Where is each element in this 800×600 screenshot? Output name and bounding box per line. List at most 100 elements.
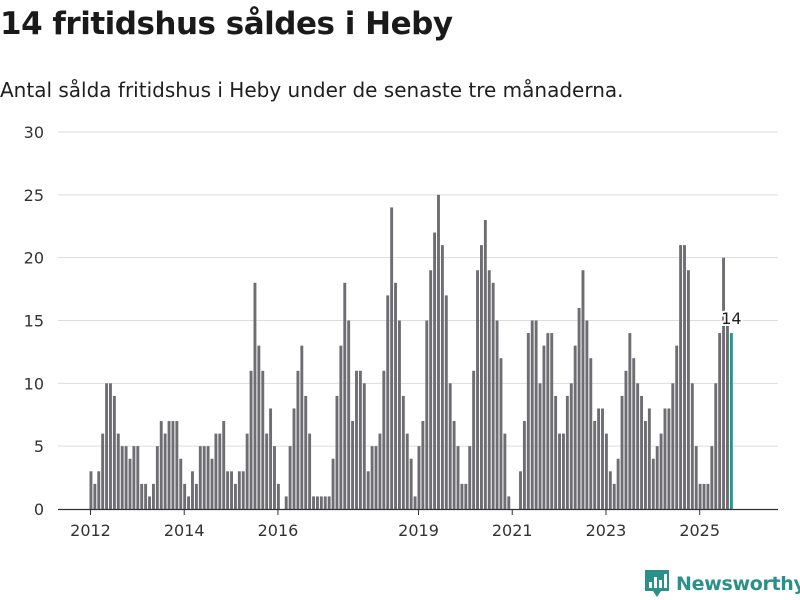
bar <box>554 395 558 509</box>
bar <box>444 295 448 509</box>
bar <box>409 458 413 509</box>
y-tick-label: 15 <box>24 312 44 331</box>
bar <box>284 496 288 509</box>
bar <box>136 446 140 509</box>
bar <box>565 395 569 509</box>
bar <box>632 358 636 509</box>
bar <box>714 383 718 509</box>
x-tick-label: 2025 <box>679 521 720 540</box>
x-tick-label: 2012 <box>70 521 111 540</box>
bar <box>339 345 343 509</box>
bar <box>230 471 233 509</box>
bar <box>468 446 472 509</box>
bar <box>573 345 577 509</box>
bar <box>534 320 538 509</box>
bar <box>487 270 491 509</box>
bar <box>577 307 581 509</box>
bar <box>405 433 409 509</box>
bar <box>296 370 300 509</box>
bars <box>89 194 733 509</box>
bar <box>132 446 136 509</box>
bar <box>214 433 218 509</box>
bar <box>120 446 124 509</box>
bar <box>722 257 726 509</box>
x-tick-label: 2023 <box>586 521 627 540</box>
bar <box>398 320 401 509</box>
bar <box>97 471 101 509</box>
bar <box>604 433 608 509</box>
bar <box>261 370 265 509</box>
bar <box>151 483 155 509</box>
bar <box>546 333 550 509</box>
bar <box>417 446 421 509</box>
bar <box>483 219 487 509</box>
bar <box>499 358 503 509</box>
bar <box>210 458 214 509</box>
bar <box>89 471 93 509</box>
x-tick-label: 2014 <box>164 521 205 540</box>
bar <box>401 395 405 509</box>
bar <box>710 446 714 509</box>
bar <box>647 408 651 509</box>
bar <box>148 496 151 509</box>
bar <box>476 270 479 509</box>
bar <box>491 282 495 509</box>
bar <box>265 433 269 509</box>
bar <box>679 245 683 509</box>
bar <box>394 282 397 509</box>
bar <box>222 421 226 509</box>
bar <box>198 446 202 509</box>
bar <box>608 471 612 509</box>
bar <box>558 433 561 509</box>
bar <box>667 408 671 509</box>
bar <box>183 483 187 509</box>
bar <box>245 433 249 509</box>
bar <box>464 483 468 509</box>
bar <box>241 471 245 509</box>
bar <box>140 483 144 509</box>
y-tick-label: 25 <box>24 186 44 205</box>
bar <box>382 370 386 509</box>
bar <box>690 383 694 509</box>
bar <box>663 408 667 509</box>
bar <box>694 446 698 509</box>
bar <box>347 320 351 509</box>
x-tick-label: 2021 <box>492 521 533 540</box>
bar <box>378 433 382 509</box>
bar <box>292 408 296 509</box>
bar <box>144 483 148 509</box>
bar <box>276 483 280 509</box>
bar <box>636 383 640 509</box>
bar <box>312 496 315 509</box>
bar <box>300 345 304 509</box>
bar <box>698 483 702 509</box>
bar <box>472 370 476 509</box>
bar <box>257 345 261 509</box>
bar <box>167 421 171 509</box>
bar <box>218 433 222 509</box>
bar <box>128 458 132 509</box>
y-tick-label: 30 <box>24 123 44 142</box>
bar <box>179 458 183 509</box>
bar <box>538 383 542 509</box>
bar <box>620 395 624 509</box>
bar <box>226 471 230 509</box>
newsworthy-logo-icon <box>645 570 669 597</box>
bar <box>585 320 589 509</box>
bar <box>194 483 198 509</box>
bar <box>425 320 429 509</box>
bar <box>413 496 417 509</box>
bar <box>519 471 522 509</box>
bar <box>686 270 690 509</box>
bar <box>593 421 597 509</box>
bar <box>105 383 109 509</box>
bar <box>237 471 241 509</box>
bar <box>522 421 526 509</box>
bar <box>288 446 292 509</box>
bar <box>319 496 323 509</box>
bar <box>206 446 210 509</box>
bar <box>589 358 593 509</box>
bar <box>675 345 679 509</box>
bar <box>327 496 331 509</box>
bar <box>331 458 335 509</box>
